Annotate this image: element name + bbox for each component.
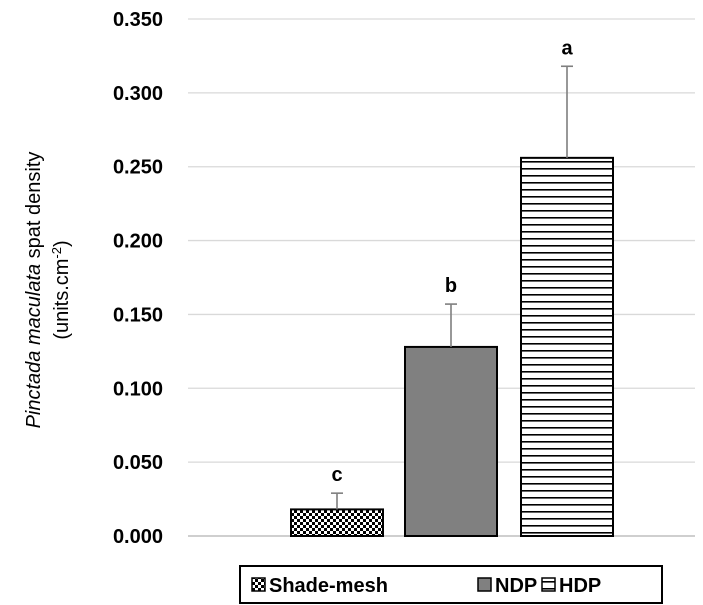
legend-label: Shade-mesh <box>269 575 388 597</box>
y-tick-label: 0.250 <box>113 157 163 179</box>
legend: Shade-mesh NDP HDP <box>239 565 663 604</box>
significance-label: c <box>331 464 342 486</box>
legend-swatch <box>477 577 492 592</box>
gridlines <box>188 18 695 463</box>
y-axis-units: (units.cm-2) <box>49 240 73 339</box>
y-tick-label: 0.350 <box>113 9 163 31</box>
y-tick-label: 0.050 <box>113 452 163 474</box>
bar-hdp <box>520 156 614 537</box>
y-tick-label: 0.150 <box>113 304 163 326</box>
y-axis-title: Pinctada maculata spat density <box>23 152 45 429</box>
bars <box>290 156 614 538</box>
y-tick-label: 0.100 <box>113 378 163 400</box>
legend-label: NDP <box>495 575 537 597</box>
legend-border <box>239 565 663 604</box>
legend-swatch <box>251 577 266 592</box>
significance-label: a <box>561 37 573 59</box>
y-tick-label: 0.300 <box>113 83 163 105</box>
y-tick-label: 0.200 <box>113 231 163 253</box>
legend-swatch <box>541 577 556 592</box>
y-tick-label: 0.000 <box>113 526 163 548</box>
significance-labels: c b a <box>331 37 573 486</box>
bar-shade-mesh <box>290 508 384 538</box>
error-bars <box>331 65 573 510</box>
significance-label: b <box>445 275 457 297</box>
bar-ndp <box>404 345 498 537</box>
y-axis-tick-labels: 0.000 0.050 0.100 0.150 0.200 0.250 0.300 0.350 <box>113 9 163 548</box>
legend-label: HDP <box>559 575 601 597</box>
